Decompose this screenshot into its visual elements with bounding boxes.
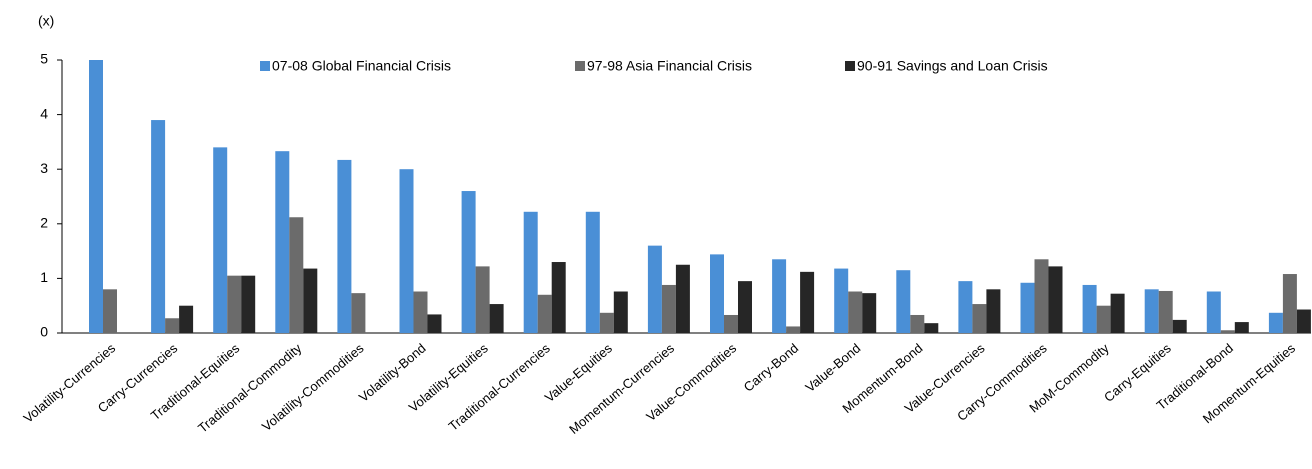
bar <box>1282 274 1297 333</box>
bar <box>585 211 600 333</box>
bar <box>1172 319 1187 333</box>
bar <box>896 270 911 333</box>
bar <box>972 304 987 333</box>
x-tick-label: Value-Bond <box>802 340 863 395</box>
bar <box>738 281 752 333</box>
y-tick-label: 5 <box>40 51 48 67</box>
bar <box>1158 290 1173 333</box>
bar <box>1110 293 1125 333</box>
bar <box>213 147 228 333</box>
bar <box>151 120 166 333</box>
y-tick-label: 2 <box>40 215 48 231</box>
x-tick-label: Carry-Bond <box>741 340 802 394</box>
bar <box>551 262 566 333</box>
bar <box>523 211 538 333</box>
legend-label: 97-98 Asia Financial Crisis <box>587 58 752 74</box>
bar <box>1206 291 1221 333</box>
bar <box>800 271 815 333</box>
bar <box>427 314 442 333</box>
bar <box>103 289 117 333</box>
bar <box>303 268 318 333</box>
bar <box>351 293 366 333</box>
bar <box>275 151 290 333</box>
legend-label: 07-08 Global Financial Crisis <box>272 58 451 74</box>
bar <box>227 275 242 333</box>
bar <box>772 259 787 333</box>
bar <box>1220 330 1235 333</box>
bar <box>786 326 801 333</box>
bar <box>337 159 352 333</box>
bar <box>89 60 103 333</box>
y-axis-label: (x) <box>38 13 54 29</box>
bar <box>461 191 476 333</box>
bar <box>1096 305 1111 333</box>
bar <box>958 281 973 333</box>
bar <box>924 323 939 333</box>
legend-label: 90-91 Savings and Loan Crisis <box>857 58 1048 74</box>
bar <box>848 291 863 333</box>
bar <box>1234 322 1249 333</box>
bar <box>289 217 304 333</box>
bar <box>1034 259 1049 333</box>
bar <box>489 304 504 333</box>
bar <box>661 284 676 333</box>
legend-swatch <box>260 61 270 71</box>
bar <box>724 314 738 333</box>
bar <box>1268 312 1283 333</box>
legend: 07-08 Global Financial Crisis 97-98 Asia … <box>260 58 1048 74</box>
x-tick-label: Momentum-Currencies <box>566 340 677 437</box>
bar <box>1144 289 1159 333</box>
bar <box>475 266 490 333</box>
bar <box>647 245 662 333</box>
bar <box>413 291 428 333</box>
bar <box>862 293 877 333</box>
bar <box>986 289 1001 333</box>
y-tick-label: 1 <box>40 269 48 285</box>
bar <box>399 169 414 333</box>
x-tick-label: Volatility-Commodities <box>259 340 367 434</box>
bar <box>910 314 925 333</box>
legend-swatch <box>575 61 585 71</box>
bar <box>165 318 180 333</box>
x-tick-label: Traditional-Currencies <box>446 340 554 434</box>
y-tick-label: 3 <box>40 160 48 176</box>
bar <box>599 312 614 333</box>
bar <box>537 294 552 333</box>
legend-swatch <box>845 61 855 71</box>
bar <box>1020 282 1035 333</box>
bar <box>613 291 628 333</box>
bar <box>710 254 724 333</box>
bar <box>1296 309 1311 333</box>
y-tick-label: 0 <box>40 324 48 340</box>
bar <box>675 264 690 333</box>
bar <box>834 268 849 333</box>
x-tick-label: Traditional-Commodity <box>195 340 305 436</box>
bar <box>241 275 256 333</box>
bar <box>1082 284 1097 333</box>
y-tick-label: 4 <box>40 105 48 121</box>
bar <box>179 305 194 333</box>
bar <box>1048 266 1063 333</box>
